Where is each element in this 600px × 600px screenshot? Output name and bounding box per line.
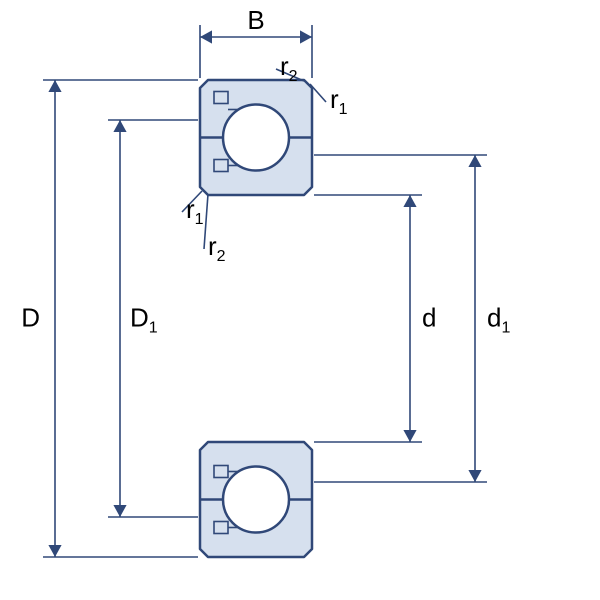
label-d1: d1 — [487, 303, 510, 337]
label-r2-mid: r2 — [208, 231, 226, 265]
label-D: D — [21, 303, 40, 333]
label-D1: D1 — [130, 303, 158, 337]
label-d: d — [422, 303, 436, 333]
label-B: B — [247, 5, 264, 35]
label-r1-top: r1 — [330, 84, 348, 118]
label-r2-top: r2 — [280, 51, 298, 85]
bearing-diagram: BDD1dd1r1r2r1r2 — [0, 0, 600, 600]
